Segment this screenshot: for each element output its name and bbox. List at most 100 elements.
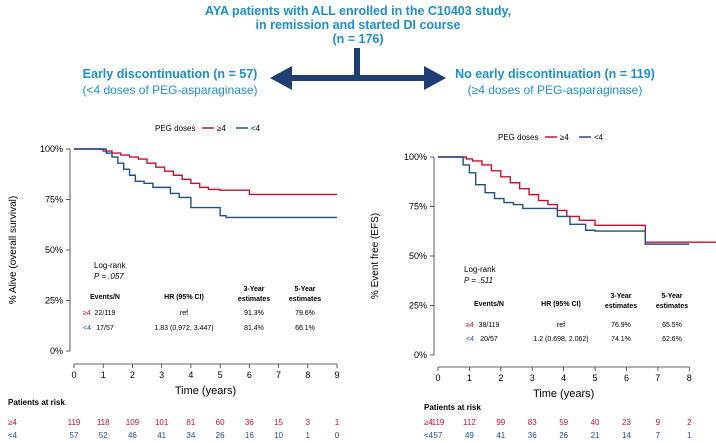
at-risk-value: 36: [245, 418, 254, 427]
table-header: estimates: [289, 296, 321, 303]
at-risk-value: 21: [591, 431, 600, 440]
y-tick-label: 75%: [409, 202, 427, 212]
at-risk-value: 9: [656, 418, 661, 427]
legend-title: PEG doses: [155, 124, 195, 133]
table-header: HR (95% CI): [164, 294, 204, 301]
x-tick-label: 6: [247, 370, 252, 380]
table-cell-5yr: 62.6%: [662, 336, 682, 343]
table-cell-events: 17/57: [96, 325, 114, 332]
x-tick-label: 7: [276, 370, 281, 380]
arrow-left-head: [270, 66, 292, 90]
x-tick-label: 1: [101, 370, 106, 380]
x-tick-label: 8: [687, 373, 692, 383]
table-row-group: <4: [466, 336, 474, 343]
x-tick-label: 0: [435, 373, 440, 383]
at-risk-value: 99: [496, 418, 505, 427]
y-tick-label: 50%: [45, 245, 63, 255]
right-branch-subtitle: (≥4 doses of PEG-asparaginase): [467, 83, 643, 97]
table-header: 3-Year: [610, 293, 631, 300]
header-title-line3: (n = 176): [332, 32, 384, 46]
table-cell-3yr: 81.4%: [244, 325, 264, 332]
legend-entry: <4: [594, 133, 604, 142]
at-risk-value: 81: [186, 418, 195, 427]
logrank-label: Log-rank: [94, 261, 127, 270]
at-risk-value: 7: [656, 431, 661, 440]
header-title-line2: in remission and started DI course: [255, 18, 461, 32]
x-tick-label: 9: [334, 370, 339, 380]
x-axis-label: Time (years): [533, 388, 594, 400]
x-tick-label: 4: [561, 373, 566, 383]
header-title-line1: AYA patients with ALL enrolled in the C1…: [204, 4, 512, 18]
x-tick-label: 3: [159, 370, 164, 380]
x-tick-label: 7: [655, 373, 660, 383]
at-risk-group: ≥4: [8, 418, 17, 427]
at-risk-value: 57: [70, 431, 79, 440]
at-risk-value: 118: [97, 418, 110, 427]
at-risk-value: 0: [335, 431, 340, 440]
x-tick-label: 5: [593, 373, 598, 383]
at-risk-value: 109: [126, 418, 140, 427]
km-curve-lt4: [74, 148, 337, 219]
table-cell-hr: 1.2 (0.698, 2.062): [533, 336, 588, 343]
y-tick-label: 25%: [45, 296, 63, 306]
at-risk-value: 2: [687, 418, 692, 427]
km-curve-ge4: [74, 148, 337, 196]
logrank-p: P = .057: [94, 272, 124, 281]
at-risk-group: <4: [424, 431, 434, 440]
y-tick-label: 100%: [404, 152, 427, 162]
y-tick-label: 50%: [409, 251, 427, 261]
table-cell-events: 38/119: [479, 322, 500, 329]
logrank-p: P = .511: [464, 276, 493, 285]
at-risk-value: 15: [274, 418, 283, 427]
at-risk-value: 60: [216, 418, 225, 427]
at-risk-value: 26: [559, 431, 568, 440]
km-curve-lt4: [438, 156, 690, 245]
at-risk-value: 59: [559, 418, 568, 427]
at-risk-value: 119: [68, 418, 81, 427]
table-cell-3yr: 76.9%: [611, 322, 631, 329]
table-cell-events: 20/57: [480, 336, 498, 343]
x-tick-label: 1: [467, 373, 472, 383]
at-risk-value: 3: [306, 418, 311, 427]
at-risk-value: 40: [591, 418, 600, 427]
table-cell-hr: 1.83 (0.972, 3.447): [154, 325, 213, 332]
table-header: 5-Year: [294, 286, 315, 293]
at-risk-value: 49: [465, 431, 474, 440]
at-risk-value: 23: [622, 418, 631, 427]
at-risk-value: 57: [434, 431, 443, 440]
at-risk-value: 26: [216, 431, 225, 440]
at-risk-value: 41: [496, 431, 505, 440]
x-tick-label: 8: [305, 370, 310, 380]
table-header: Events/N: [90, 294, 120, 301]
at-risk-value: 14: [622, 431, 631, 440]
flow-bar: [288, 75, 428, 81]
y-tick-label: 75%: [45, 195, 63, 205]
table-row-group: ≥4: [466, 322, 474, 329]
at-risk-label: Patients at risk: [424, 403, 481, 412]
legend-title: PEG doses: [498, 133, 538, 142]
table-row-group: ≥4: [83, 310, 91, 317]
at-risk-group: ≥4: [424, 418, 433, 427]
at-risk-value: 112: [463, 418, 476, 427]
y-axis-label: % Alive (overall survival): [8, 196, 19, 304]
x-tick-label: 5: [218, 370, 223, 380]
arrow-right-head: [424, 66, 446, 90]
x-tick-label: 6: [624, 373, 629, 383]
at-risk-value: 34: [186, 431, 195, 440]
at-risk-value: 36: [528, 431, 537, 440]
legend-entry: <4: [251, 124, 261, 133]
logrank-label: Log-rank: [464, 265, 497, 274]
x-tick-label: 2: [130, 370, 135, 380]
at-risk-group: <4: [8, 431, 18, 440]
y-tick-label: 100%: [40, 144, 63, 154]
y-tick-label: 0%: [414, 350, 427, 360]
at-risk-value: 83: [528, 418, 537, 427]
table-cell-hr: ref: [557, 322, 565, 329]
x-tick-label: 2: [498, 373, 503, 383]
table-header: HR (95% CI): [541, 301, 581, 308]
table-header: Events/N: [474, 301, 504, 308]
at-risk-value: 46: [128, 431, 137, 440]
table-header: estimates: [656, 303, 688, 310]
table-row-group: <4: [83, 325, 91, 332]
